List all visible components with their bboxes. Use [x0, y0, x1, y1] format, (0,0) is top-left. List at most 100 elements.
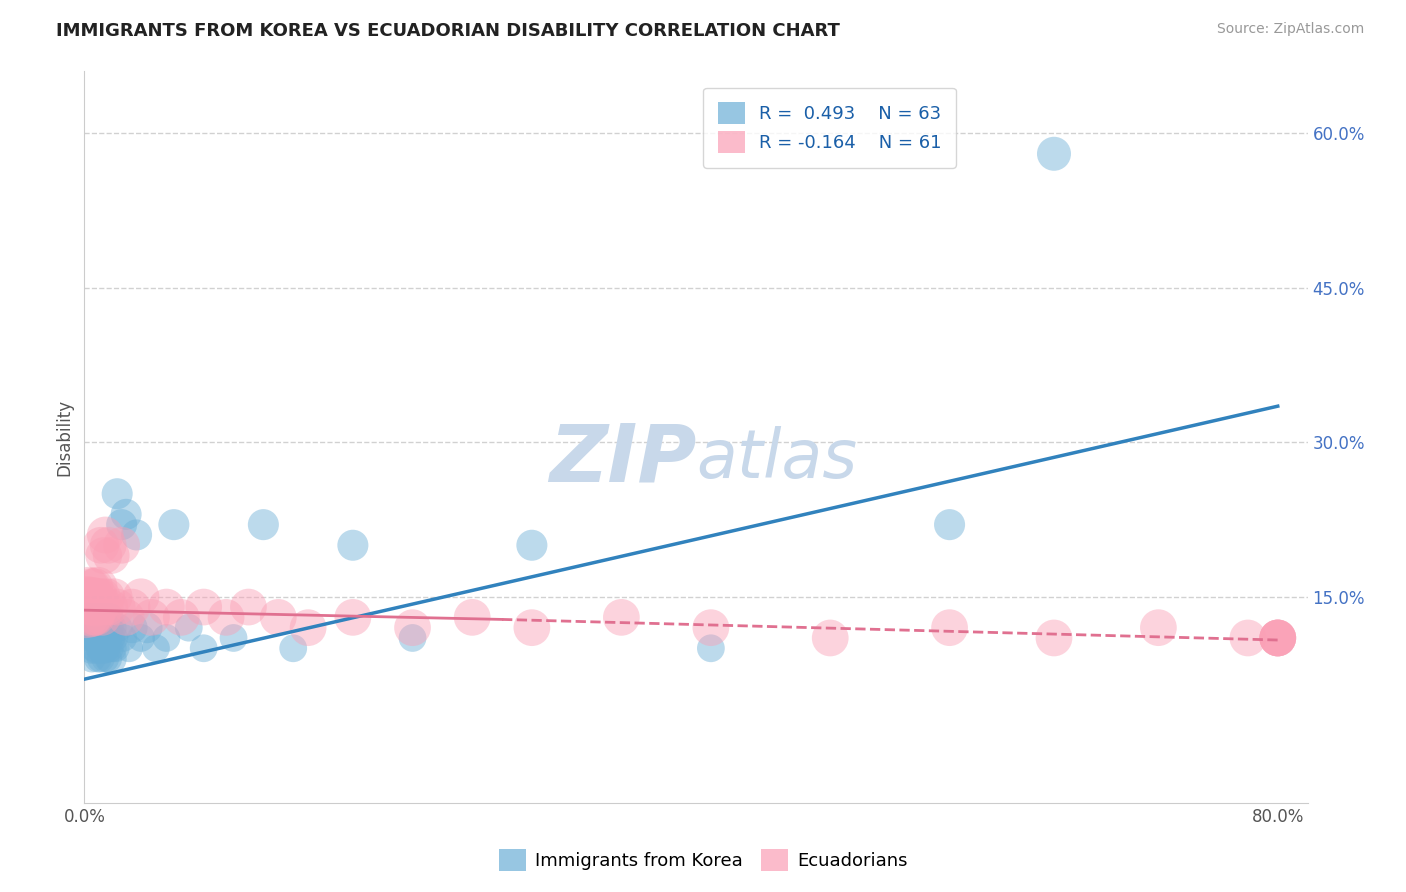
- Point: [84, 621, 107, 635]
- Point: [938, 621, 960, 635]
- Point: [80, 579, 103, 593]
- Point: [222, 631, 245, 645]
- Point: [145, 641, 167, 656]
- Point: [90, 631, 112, 645]
- Point: [84, 590, 107, 604]
- Point: [283, 641, 305, 656]
- Point: [94, 621, 117, 635]
- Point: [89, 641, 111, 656]
- Point: [84, 641, 107, 656]
- Point: [87, 631, 110, 645]
- Point: [94, 600, 117, 615]
- Point: [82, 621, 104, 635]
- Point: [155, 631, 177, 645]
- Point: [83, 631, 105, 645]
- Point: [89, 610, 111, 624]
- Text: Source: ZipAtlas.com: Source: ZipAtlas.com: [1216, 22, 1364, 37]
- Point: [83, 610, 105, 624]
- Point: [111, 517, 134, 532]
- Point: [87, 600, 110, 615]
- Point: [1267, 631, 1289, 645]
- Point: [79, 610, 101, 624]
- Point: [87, 579, 110, 593]
- Point: [100, 631, 122, 645]
- Point: [1267, 631, 1289, 645]
- Point: [96, 641, 118, 656]
- Point: [103, 631, 125, 645]
- Point: [121, 621, 143, 635]
- Point: [100, 549, 122, 563]
- Point: [75, 600, 97, 615]
- Point: [252, 517, 274, 532]
- Point: [115, 610, 138, 624]
- Point: [1267, 631, 1289, 645]
- Point: [89, 600, 111, 615]
- Point: [98, 600, 121, 615]
- Point: [461, 610, 484, 624]
- Point: [98, 610, 121, 624]
- Point: [77, 579, 100, 593]
- Point: [91, 590, 114, 604]
- Point: [101, 621, 124, 635]
- Point: [267, 610, 290, 624]
- Point: [84, 610, 107, 624]
- Point: [90, 600, 112, 615]
- Point: [93, 641, 115, 656]
- Point: [97, 621, 120, 635]
- Point: [700, 641, 723, 656]
- Point: [129, 590, 152, 604]
- Point: [610, 610, 633, 624]
- Point: [91, 610, 114, 624]
- Point: [96, 610, 118, 624]
- Point: [80, 610, 103, 624]
- Point: [136, 621, 159, 635]
- Point: [1237, 631, 1260, 645]
- Point: [90, 538, 112, 552]
- Point: [76, 590, 98, 604]
- Point: [215, 610, 238, 624]
- Point: [111, 538, 134, 552]
- Point: [77, 621, 100, 635]
- Point: [82, 590, 104, 604]
- Point: [1147, 621, 1170, 635]
- Point: [96, 631, 118, 645]
- Point: [342, 610, 364, 624]
- Point: [93, 549, 115, 563]
- Point: [1043, 146, 1066, 161]
- Point: [82, 631, 104, 645]
- Point: [112, 631, 135, 645]
- Point: [115, 508, 138, 522]
- Point: [125, 528, 148, 542]
- Point: [80, 641, 103, 656]
- Point: [1267, 631, 1289, 645]
- Point: [155, 600, 177, 615]
- Legend: Immigrants from Korea, Ecuadorians: Immigrants from Korea, Ecuadorians: [492, 842, 914, 879]
- Point: [100, 651, 122, 665]
- Point: [401, 621, 423, 635]
- Point: [1043, 631, 1066, 645]
- Point: [700, 621, 723, 635]
- Point: [121, 600, 143, 615]
- Point: [93, 631, 115, 645]
- Text: IMMIGRANTS FROM KOREA VS ECUADORIAN DISABILITY CORRELATION CHART: IMMIGRANTS FROM KOREA VS ECUADORIAN DISA…: [56, 22, 841, 40]
- Point: [818, 631, 841, 645]
- Point: [520, 538, 543, 552]
- Point: [193, 600, 215, 615]
- Y-axis label: Disability: Disability: [55, 399, 73, 475]
- Point: [1267, 631, 1289, 645]
- Point: [193, 641, 215, 656]
- Point: [97, 651, 120, 665]
- Point: [97, 538, 120, 552]
- Point: [79, 590, 101, 604]
- Point: [103, 590, 125, 604]
- Point: [94, 651, 117, 665]
- Point: [129, 631, 152, 645]
- Point: [79, 631, 101, 645]
- Point: [87, 651, 110, 665]
- Point: [170, 610, 193, 624]
- Point: [80, 600, 103, 615]
- Point: [105, 487, 128, 501]
- Point: [84, 600, 107, 615]
- Point: [91, 641, 114, 656]
- Legend: R =  0.493    N = 63, R = -0.164    N = 61: R = 0.493 N = 63, R = -0.164 N = 61: [703, 87, 956, 168]
